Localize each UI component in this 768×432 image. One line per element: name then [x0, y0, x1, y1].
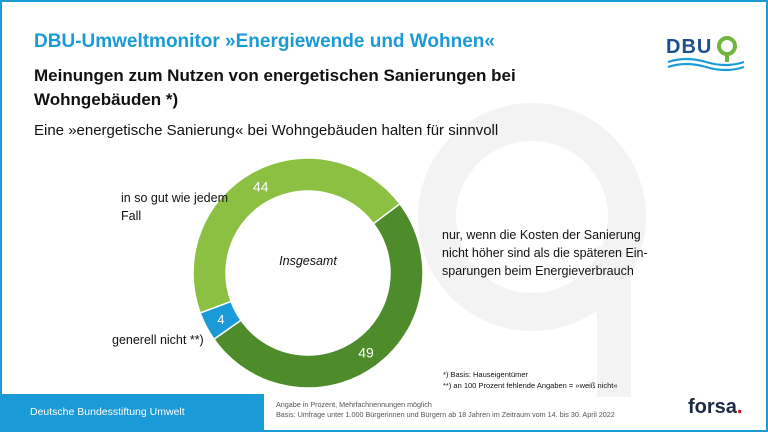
logo-text: DBU: [666, 36, 713, 58]
label-nur-wenn-kosten: nur, wenn die Kosten der Sanierung nicht…: [442, 228, 648, 278]
slice-value-49: 49: [358, 345, 374, 361]
subline: Eine »energetische Sanierung« bei Wohnge…: [34, 122, 499, 139]
forsa-text: forsa: [688, 396, 737, 418]
footer-bar: Deutsche Bundesstiftung Umwelt Angabe in…: [2, 394, 766, 430]
slice-value-4: 4: [217, 312, 224, 327]
slice-49: [212, 202, 424, 389]
center-label: Insgesamt: [279, 254, 337, 268]
forsa-logo: forsa.: [688, 396, 742, 419]
label-in-jedem-fall: in so gut wie jedem Fall: [121, 191, 229, 223]
org-name: Deutsche Bundesstiftung Umwelt: [30, 406, 185, 418]
label-generell-nicht: generell nicht **): [112, 333, 204, 347]
footer-notes: Angabe in Prozent, Mehrfachnennungen mög…: [276, 400, 615, 420]
footer-note-1: Angabe in Prozent, Mehrfachnennungen mög…: [276, 400, 432, 409]
footnote-weiss-nicht: **) an 100 Prozent fehlende Angaben = »w…: [443, 381, 618, 390]
forsa-dot: .: [736, 396, 743, 418]
slice-value-44: 44: [253, 179, 269, 195]
slice-44: [192, 157, 401, 314]
org-box: Deutsche Bundesstiftung Umwelt: [2, 394, 264, 430]
report-title: DBU-Umweltmonitor »Energiewende und Wohn…: [34, 31, 495, 52]
leaf-icon: [667, 36, 745, 72]
headline: Meinungen zum Nutzen von energetischen S…: [34, 66, 516, 109]
dbu-logo: DBU: [666, 32, 746, 72]
footer-note-2: Basis: Umfrage unter 1.000 Bürgerinnen u…: [276, 410, 615, 419]
footnotes: *) Basis: Hauseigentümer **) an 100 Proz…: [443, 369, 618, 391]
footnote-basis: *) Basis: Hauseigentümer: [443, 370, 529, 379]
